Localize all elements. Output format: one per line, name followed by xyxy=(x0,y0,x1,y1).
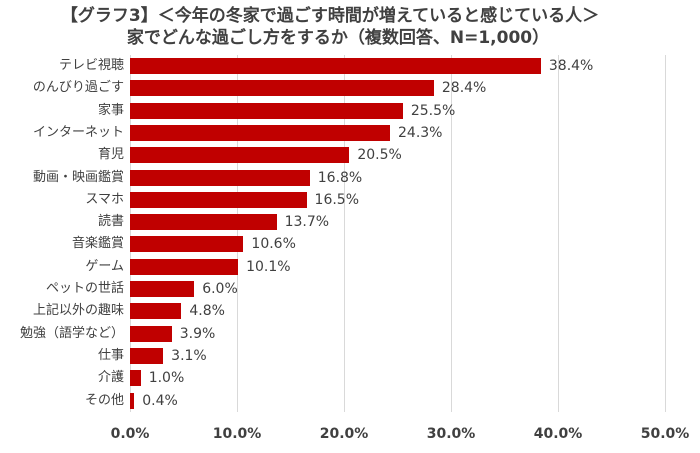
bar-row: インターネット 24.3% xyxy=(33,122,700,144)
category-label: 勉強（語学など） xyxy=(19,325,124,341)
x-tick-label: 30.0% xyxy=(426,426,476,442)
category-label: インターネット xyxy=(32,124,124,140)
value-label: 3.9% xyxy=(179,325,216,342)
x-tick-label: 50.0% xyxy=(640,426,690,442)
category-label: 読書 xyxy=(97,214,124,230)
bar-row: スマホ 16.5% xyxy=(85,189,700,211)
x-tick-label: 0.0% xyxy=(110,426,150,442)
bar xyxy=(130,214,277,231)
value-label: 16.8% xyxy=(317,169,363,186)
x-tick-label: 40.0% xyxy=(533,426,583,442)
value-label: 6.0% xyxy=(202,281,238,297)
bar-row: 介護 1.0% xyxy=(98,367,700,389)
category-label: テレビ視聴 xyxy=(58,58,124,73)
category-label: ゲーム xyxy=(85,258,124,274)
bar xyxy=(130,325,172,342)
value-label: 3.1% xyxy=(171,347,207,364)
bar-row: ゲーム 10.1% xyxy=(85,256,700,278)
bar-row: その他 0.4% xyxy=(85,390,700,412)
bar xyxy=(130,124,390,141)
bar-row: ペットの世話 6.0% xyxy=(46,278,700,300)
bar xyxy=(130,281,195,297)
category-label: 家事 xyxy=(97,102,124,118)
category-label: 育児 xyxy=(97,147,124,163)
bar xyxy=(130,147,350,164)
bar xyxy=(130,303,182,320)
bar xyxy=(130,392,135,409)
category-label: 音楽鑑賞 xyxy=(71,236,124,252)
value-label: 4.8% xyxy=(189,303,225,320)
category-label: 上記以外の趣味 xyxy=(32,303,124,319)
category-label: 仕事 xyxy=(97,347,124,363)
value-label: 0.4% xyxy=(142,392,178,409)
chart-subtitle: 家でどんな過ごし方をするか（複数回答、N=1,000） xyxy=(126,28,550,48)
bar xyxy=(130,169,310,186)
plot-area: テレビ視聴 38.4% のんびり過ごす 28.4% 家事 25.5% インターネット 24.3… xyxy=(20,55,666,412)
bar-row: 読書 13.7% xyxy=(98,211,700,233)
value-label: 25.5% xyxy=(410,102,456,119)
value-label: 28.4% xyxy=(441,80,487,97)
bar-row: 勉強（語学など） 3.9% xyxy=(20,323,700,345)
gridline xyxy=(665,55,666,412)
bar-row: 育児 20.5% xyxy=(98,144,700,166)
category-label: 介護 xyxy=(97,370,124,386)
value-label: 10.6% xyxy=(251,236,296,253)
bar-row: 音楽鑑賞 10.6% xyxy=(72,233,700,255)
x-tick-label: 10.0% xyxy=(212,426,262,442)
bar-row: のんびり過ごす 28.4% xyxy=(33,77,700,99)
bar xyxy=(130,236,244,253)
category-label: 動画・映画鑑賞 xyxy=(32,169,124,185)
bar xyxy=(130,80,434,97)
chart-title: 【グラフ3】＜今年の冬家で過ごす時間が増えていると感じている人＞ xyxy=(60,6,600,26)
bar xyxy=(130,58,541,74)
bar-row: 仕事 3.1% xyxy=(98,345,700,367)
bar xyxy=(130,347,164,364)
gridline xyxy=(237,55,238,412)
category-label: スマホ xyxy=(85,191,124,207)
bar-row: 家事 25.5% xyxy=(98,100,700,122)
bar-row: テレビ視聴 38.4% xyxy=(59,55,700,77)
category-label: のんびり過ごす xyxy=(32,80,124,96)
gridline xyxy=(344,55,345,412)
value-label: 24.3% xyxy=(398,124,443,141)
value-label: 10.1% xyxy=(246,258,291,275)
x-tick-label: 20.0% xyxy=(319,426,369,442)
category-label: ペットの世話 xyxy=(45,281,124,296)
gridline xyxy=(451,55,452,412)
bar xyxy=(130,102,403,119)
bar xyxy=(130,258,239,275)
value-label: 16.5% xyxy=(314,191,360,208)
value-label: 1.0% xyxy=(148,370,185,387)
value-label: 38.4% xyxy=(548,58,594,74)
gridline xyxy=(130,55,131,412)
bar xyxy=(130,191,307,208)
category-label: その他 xyxy=(84,392,124,408)
value-label: 13.7% xyxy=(284,214,330,231)
gridline xyxy=(558,55,559,412)
bar-row: 上記以外の趣味 4.8% xyxy=(33,300,700,322)
bar-row: 動画・映画鑑賞 16.8% xyxy=(33,167,700,189)
value-label: 20.5% xyxy=(357,147,402,164)
bar xyxy=(130,370,141,387)
